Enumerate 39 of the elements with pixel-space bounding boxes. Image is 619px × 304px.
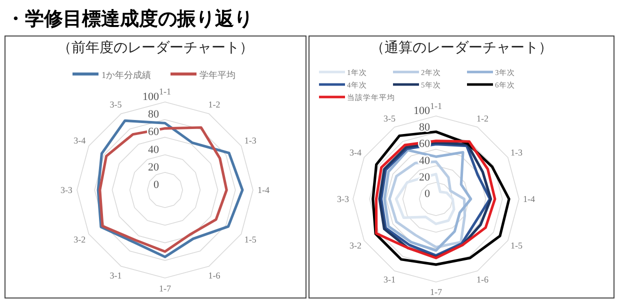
y-tick-label: 0 [154, 179, 160, 191]
spoke-label: 3-2 [74, 234, 86, 244]
legend-label: 1か年分成績 [102, 70, 151, 80]
y-tick-label: 40 [419, 154, 430, 167]
legend-label: 学年平均 [200, 70, 236, 80]
spoke-label: 1-5 [510, 240, 524, 250]
spoke-label: 3-1 [110, 270, 122, 280]
spoke-label: 1-4 [522, 194, 536, 204]
spoke-label: 1-2 [476, 113, 488, 124]
spoke-label: 1-6 [476, 274, 489, 285]
spoke-label: 3-1 [384, 274, 396, 285]
spoke-label: 3-4 [74, 136, 86, 146]
spoke-label: 3-4 [349, 148, 362, 158]
y-tick-label: 40 [148, 144, 160, 156]
spoke-label: 3-5 [110, 100, 122, 110]
spoke-label: 3-3 [337, 194, 350, 204]
spoke-label: 3-5 [384, 113, 396, 124]
y-tick-label: 20 [419, 171, 430, 184]
chart-title: ・学修目標達成度の振り返り [6, 8, 253, 30]
y-tick-label: 20 [148, 161, 160, 174]
chart-title: （通算のレーダーチャート） [370, 40, 552, 56]
spoke-label: 1-5 [244, 234, 257, 244]
spoke-label: 1-1 [430, 101, 442, 112]
spoke-label: 1-2 [208, 100, 220, 110]
spoke-label: 1-3 [510, 148, 524, 158]
spoke-label: 1-7 [430, 286, 442, 297]
spoke-label: 1-3 [244, 136, 257, 146]
y-tick-label: 100 [142, 91, 160, 103]
spoke-label: 1-1 [159, 86, 171, 96]
spoke-label: 3-2 [349, 240, 362, 250]
spoke-label: 3-3 [60, 185, 73, 195]
chart-subtitle: （前年度のレーダーチャート） [58, 40, 254, 56]
y-tick-label: 0 [424, 188, 430, 200]
spoke-label: 1-4 [258, 185, 270, 195]
y-tick-label: 80 [419, 122, 430, 134]
spoke-label: 1-7 [159, 284, 172, 294]
spoke-label: 1-6 [208, 270, 221, 280]
y-tick-label: 100 [414, 105, 430, 117]
y-tick-label: 80 [148, 108, 160, 121]
